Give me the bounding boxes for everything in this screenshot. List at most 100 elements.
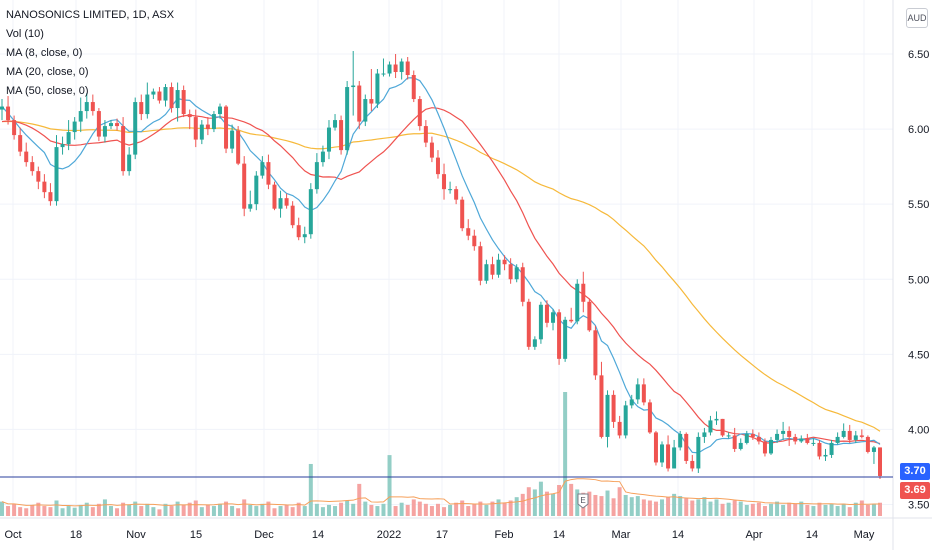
candle-body [617, 421, 622, 436]
volume-bar [345, 500, 350, 516]
candle-body [236, 130, 241, 164]
candle-body [308, 189, 313, 235]
legend-ma50[interactable]: MA (50, close, 0) [6, 85, 89, 97]
earnings-badge[interactable]: E [577, 493, 589, 509]
volume-bar [266, 501, 271, 516]
volume-bar [726, 502, 731, 516]
volume-bar [466, 506, 471, 516]
volume-bar [102, 499, 107, 516]
candle-body [508, 264, 513, 280]
time-axis-label: 18 [70, 529, 82, 541]
volume-bar [617, 487, 622, 516]
volume-bar [30, 504, 35, 516]
candle-body [647, 402, 652, 433]
candle-body [811, 442, 816, 444]
volume-bar [320, 507, 325, 516]
candle-body [60, 144, 65, 148]
volume-bar [326, 504, 331, 516]
volume-bar [762, 506, 767, 516]
volume-bar [623, 494, 628, 516]
volume-bar [647, 500, 652, 516]
candle-body [696, 436, 701, 469]
volume-bar [538, 481, 543, 516]
volume-bar [18, 507, 23, 516]
volume-bar [133, 501, 138, 516]
volume-bar [587, 491, 592, 516]
candle-body [684, 433, 689, 461]
candle-body [30, 162, 35, 172]
candle-body [581, 283, 586, 302]
candle-body [514, 267, 519, 280]
volume-bar [217, 503, 222, 516]
candle-body [163, 87, 168, 101]
candle-body [544, 304, 549, 323]
volume-bar [714, 499, 719, 516]
volume-bar [254, 506, 259, 516]
candle-body [169, 87, 174, 109]
candle-body [660, 444, 665, 463]
volume-bar [478, 501, 483, 516]
volume-bar [151, 507, 156, 516]
candle-body [375, 73, 380, 104]
currency-button[interactable]: AUD [906, 8, 928, 28]
candle-body [762, 441, 767, 454]
volume-bar [351, 503, 356, 516]
candle-body [750, 433, 755, 437]
candle-body [678, 433, 683, 448]
legend-ma20[interactable]: MA (20, close, 0) [6, 66, 89, 78]
symbol-title[interactable]: NANOSONICS LIMITED, 1D, ASX [6, 9, 175, 21]
candle-body [575, 283, 580, 322]
volume-bar [181, 504, 186, 516]
volume-bar [193, 500, 198, 516]
candle-body [460, 199, 465, 229]
volume-bar [115, 508, 120, 516]
time-axis-label: 14 [806, 529, 818, 541]
candle-body [108, 123, 113, 127]
volume-bar [575, 489, 580, 516]
volume-bar [278, 506, 283, 516]
volume-bar [841, 503, 846, 516]
time-axis-label: 14 [312, 529, 324, 541]
volume-bar [387, 455, 392, 516]
candle-body [666, 444, 671, 469]
volume-bar [490, 501, 495, 516]
volume-bar [66, 506, 71, 516]
candle-body [853, 435, 858, 440]
volume-bar [835, 506, 840, 516]
candle-body [42, 181, 47, 193]
candle-body [538, 304, 543, 340]
candle-body [829, 442, 834, 455]
volume-bar [744, 504, 749, 516]
candle-body [127, 154, 132, 172]
volume-bar [690, 500, 695, 516]
legend-ma8[interactable]: MA (8, close, 0) [6, 47, 83, 59]
volume-bar [496, 499, 501, 516]
candle-body [254, 175, 259, 205]
volume-bar [593, 494, 598, 516]
time-axis-label: Mar [612, 529, 631, 541]
candle-body [72, 121, 77, 133]
candle-body [593, 330, 598, 376]
volume-ma-line [1, 478, 880, 507]
volume-bar [514, 497, 519, 516]
volume-bar [569, 483, 574, 516]
volume-bar [6, 506, 11, 516]
volume-bar [242, 499, 247, 516]
candle-body [847, 430, 852, 440]
candle-body [351, 85, 356, 88]
candle-body [248, 204, 253, 209]
volume-bar [666, 497, 671, 516]
candle-body [411, 75, 416, 100]
volume-bar [78, 504, 83, 516]
candle-body [484, 264, 489, 281]
candle-body [435, 157, 440, 175]
legend-volume[interactable]: Vol (10) [6, 28, 44, 40]
candle-body [326, 127, 331, 152]
candle-body [635, 384, 640, 400]
candle-body [175, 90, 180, 109]
price-axis-label: 5.50 [908, 199, 929, 211]
candle-body [290, 205, 295, 226]
candle-body [878, 447, 882, 476]
candle-body [139, 102, 144, 115]
